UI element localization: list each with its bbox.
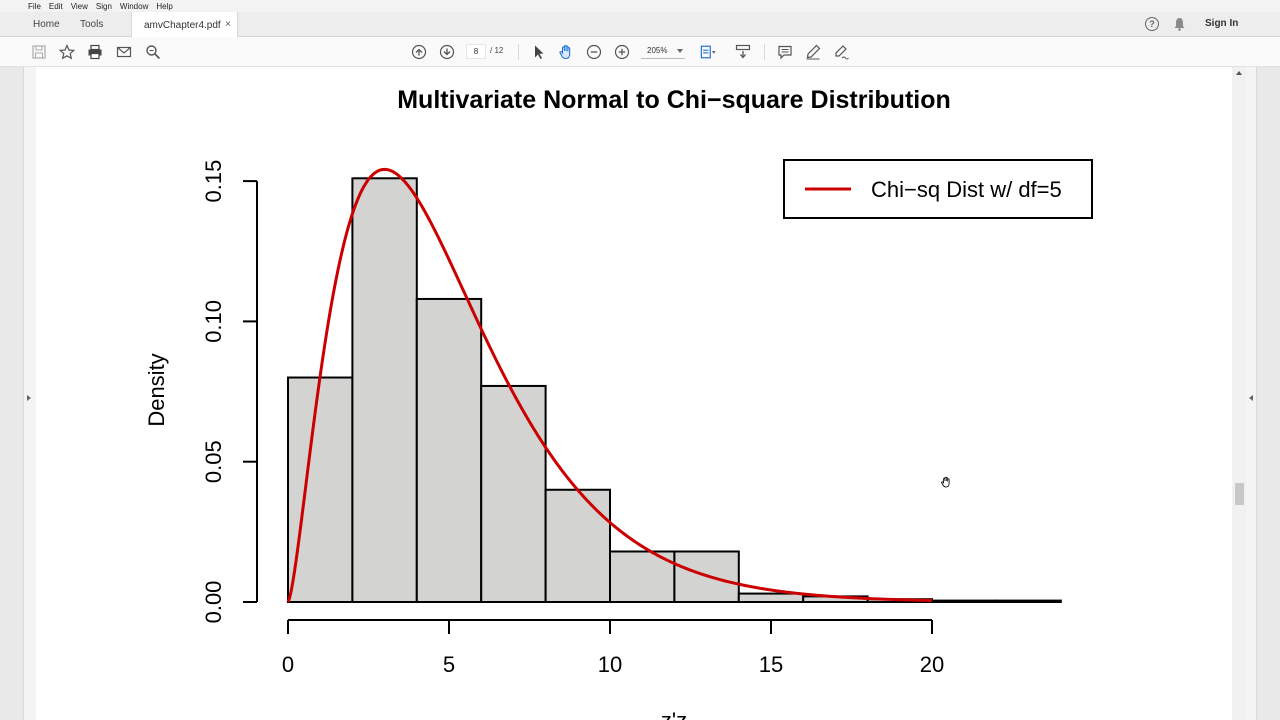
histogram-bar	[287, 376, 354, 603]
histogram-bar	[673, 550, 740, 604]
legend-label: Chi−sq Dist w/ df=5	[871, 177, 1062, 202]
scrollbar-thumb[interactable]	[1235, 483, 1244, 505]
histogram-bar	[995, 599, 1062, 603]
sign-icon[interactable]	[833, 44, 849, 60]
y-tick-label: 0.15	[201, 160, 226, 203]
histogram-bar	[544, 488, 611, 604]
bell-icon[interactable]	[1173, 17, 1186, 31]
sign-in-link[interactable]: Sign In	[1205, 18, 1239, 29]
y-tick-label: 0.05	[201, 440, 226, 483]
menu-file[interactable]: File	[28, 1, 41, 11]
x-tick-label: 15	[759, 652, 783, 677]
menu-sign[interactable]: Sign	[95, 1, 112, 11]
tab-document-label: amvChapter4.pdf	[144, 19, 221, 31]
histogram-bar	[737, 592, 805, 603]
chart-legend: Chi−sq Dist w/ df=5	[783, 159, 1093, 219]
chevron-right-icon[interactable]	[27, 395, 31, 401]
select-arrow-icon[interactable]	[531, 44, 547, 60]
x-tick-label: 20	[920, 652, 944, 677]
page-up-icon[interactable]	[411, 44, 427, 60]
histogram-bar	[931, 599, 998, 603]
chevron-left-icon[interactable]	[1249, 395, 1253, 401]
close-icon[interactable]: ×	[225, 19, 231, 30]
left-panel-toggle[interactable]	[0, 67, 24, 720]
toolbar-divider	[518, 44, 519, 60]
scroll-mode-icon[interactable]	[735, 44, 751, 60]
hand-cursor-icon	[941, 476, 950, 488]
tab-document[interactable]: amvChapter4.pdf ×	[131, 12, 238, 38]
page-total: / 12	[490, 46, 504, 55]
histogram-chart: Multivariate Normal to Chi−square Distri…	[144, 86, 1093, 720]
fit-page-icon[interactable]	[700, 44, 716, 60]
page-number-input[interactable]: 8	[466, 44, 486, 59]
chevron-down-icon[interactable]	[677, 49, 683, 53]
print-icon[interactable]	[87, 44, 103, 60]
zoom-out-icon[interactable]	[586, 44, 602, 60]
right-panel-toggle[interactable]	[1256, 67, 1280, 720]
x-tick-label: 10	[598, 652, 622, 677]
histogram-bar	[480, 384, 547, 603]
toolbar	[0, 37, 1280, 67]
vertical-scrollbar[interactable]	[1232, 67, 1246, 720]
menu-bar: File Edit View Sign Window Help	[0, 0, 1280, 12]
histogram-bar	[415, 297, 483, 603]
tab-tools[interactable]: Tools	[80, 19, 104, 30]
mail-icon[interactable]	[116, 44, 132, 60]
tab-bar: Home Tools amvChapter4.pdf ×	[0, 12, 1280, 38]
x-tick-label: 0	[282, 652, 294, 677]
x-tick-label: 5	[443, 652, 455, 677]
chart-title: Multivariate Normal to Chi−square Distri…	[397, 86, 951, 114]
toolbar-divider	[764, 44, 765, 60]
hand-tool-icon[interactable]	[558, 44, 574, 60]
zoom-level-select[interactable]: 205%	[641, 44, 685, 59]
comment-icon[interactable]	[777, 44, 793, 60]
chi-square-curve	[286, 167, 933, 603]
page-down-icon[interactable]	[439, 44, 455, 60]
tab-home[interactable]: Home	[33, 19, 60, 30]
menu-window[interactable]: Window	[119, 1, 149, 11]
scroll-up-icon[interactable]	[1236, 71, 1242, 75]
y-tick-label: 0.10	[201, 300, 226, 343]
menu-help[interactable]: Help	[156, 1, 173, 11]
y-axis-label: Density	[144, 353, 169, 426]
menu-view[interactable]: View	[70, 1, 88, 11]
star-icon[interactable]	[59, 44, 75, 60]
zoom-in-icon[interactable]	[614, 44, 630, 60]
pen-icon[interactable]	[805, 44, 821, 60]
menu-edit[interactable]: Edit	[48, 1, 63, 11]
y-tick-label: 0.00	[201, 581, 226, 624]
save-icon[interactable]	[31, 44, 47, 60]
x-axis-label: z'z	[661, 708, 687, 720]
histogram-bar	[351, 177, 418, 603]
help-icon[interactable]: ?	[1145, 17, 1159, 31]
zoom-search-icon[interactable]	[145, 44, 161, 60]
